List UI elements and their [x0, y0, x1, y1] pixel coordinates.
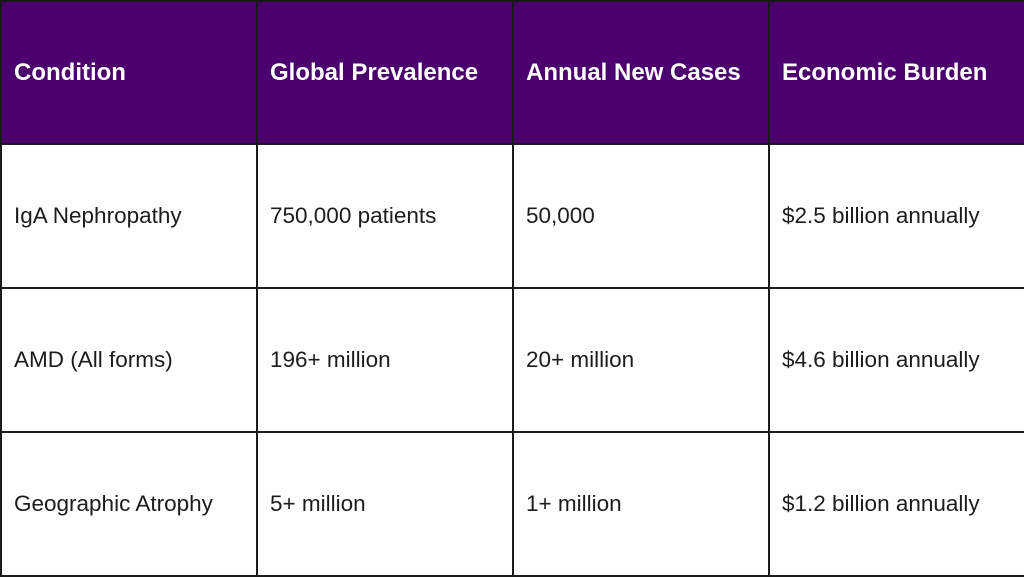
cell-economic-burden: $1.2 billion annually: [768, 431, 1024, 577]
header-economic-burden: Economic Burden: [768, 0, 1024, 145]
cell-condition: Geographic Atrophy: [0, 431, 258, 577]
cell-global-prevalence: 750,000 patients: [256, 143, 514, 289]
cell-annual-new-cases: 20+ million: [512, 287, 770, 433]
header-row: Condition Global Prevalence Annual New C…: [0, 0, 1024, 145]
table-row: AMD (All forms) 196+ million 20+ million…: [0, 287, 1024, 433]
cell-global-prevalence: 196+ million: [256, 287, 514, 433]
table-row: IgA Nephropathy 750,000 patients 50,000 …: [0, 143, 1024, 289]
cell-condition: IgA Nephropathy: [0, 143, 258, 289]
cell-economic-burden: $2.5 billion annually: [768, 143, 1024, 289]
header-condition: Condition: [0, 0, 258, 145]
cell-economic-burden: $4.6 billion annually: [768, 287, 1024, 433]
table-row: Geographic Atrophy 5+ million 1+ million…: [0, 431, 1024, 577]
cell-condition: AMD (All forms): [0, 287, 258, 433]
header-global-prevalence: Global Prevalence: [256, 0, 514, 145]
cell-annual-new-cases: 1+ million: [512, 431, 770, 577]
cell-annual-new-cases: 50,000: [512, 143, 770, 289]
header-annual-new-cases: Annual New Cases: [512, 0, 770, 145]
cell-global-prevalence: 5+ million: [256, 431, 514, 577]
